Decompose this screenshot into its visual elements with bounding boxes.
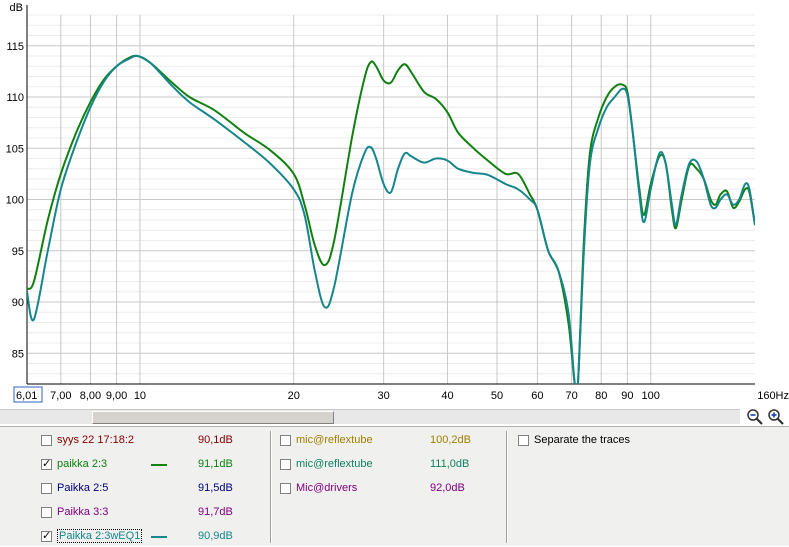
legend-item[interactable]: mic@reflextube 100,2dB	[280, 431, 500, 451]
legend-checkbox[interactable]	[41, 529, 52, 542]
y-tick-label: 115	[6, 41, 24, 53]
legend-item[interactable]: Paikka 3:3 91,7dB	[41, 503, 271, 523]
legend-checkbox[interactable]	[41, 457, 52, 470]
legend-item[interactable]: Mic@drivers 92,0dB	[280, 479, 500, 499]
x-tick-label: 80	[595, 390, 607, 402]
legend-item-value: 100,2dB	[430, 434, 471, 446]
legend-item[interactable]: syys 22 17:18:2 90,1dB	[41, 431, 271, 451]
legend-panel: syys 22 17:18:2 90,1dB paikka 2:3 91,1dB…	[0, 426, 789, 546]
y-tick-label: 100	[6, 195, 24, 207]
legend-item-name: mic@reflextube	[296, 434, 373, 446]
frequency-response-plot[interactable]: 115 110 105 100 95 90 85 dB 6,01 7,00 8,00 9,00 10 20…	[0, 0, 789, 408]
legend-item-value: 91,5dB	[198, 482, 233, 494]
legend-item-name: Paikka 2:5	[57, 482, 109, 494]
separate-traces-option[interactable]: Separate the traces	[518, 431, 718, 451]
x-tick-label: 50	[491, 390, 503, 402]
x-tick-label: 40	[441, 390, 453, 402]
legend-item-name: Paikka 3:3	[57, 506, 109, 518]
legend-checkbox[interactable]	[41, 435, 52, 446]
x-tick-label: 160Hz	[757, 390, 789, 402]
y-tick-label: 85	[12, 348, 24, 360]
series-line	[27, 54, 755, 384]
legend-item-value: 90,9dB	[198, 530, 233, 542]
x-tick-label: 6,01	[16, 390, 37, 402]
legend-line-swatch	[151, 512, 167, 514]
x-tick-label: 100	[642, 390, 660, 402]
y-axis-label: dB	[10, 2, 23, 14]
legend-item-value: 91,1dB	[198, 458, 233, 470]
y-tick-label: 105	[6, 143, 24, 155]
legend-item-value: 111,0dB	[430, 458, 470, 470]
legend-checkbox[interactable]	[41, 507, 52, 518]
legend-item-value: 90,1dB	[198, 434, 233, 446]
legend-line-swatch	[151, 440, 167, 442]
legend-item[interactable]: Paikka 2:3wEQ1 90,9dB	[41, 527, 271, 547]
x-tick-label: 9,00	[106, 390, 127, 402]
horizontal-scrollbar[interactable]	[0, 409, 740, 424]
y-tick-label: 90	[12, 297, 24, 309]
legend-divider	[270, 431, 272, 543]
x-tick-label: 8,00	[80, 390, 101, 402]
y-tick-label: 110	[6, 92, 24, 104]
legend-line-swatch	[151, 464, 167, 466]
legend-checkbox[interactable]	[280, 459, 291, 470]
zoom-out-icon[interactable]	[746, 408, 764, 425]
x-tick-label: 70	[565, 390, 577, 402]
x-tick-label: 7,00	[50, 390, 71, 402]
y-tick-label: 95	[12, 246, 24, 258]
chart-canvas[interactable]: 115 110 105 100 95 90 85 dB 6,01 7,00 8,00 9,00 10 20…	[0, 0, 789, 408]
legend-item[interactable]: mic@reflextube 111,0dB	[280, 455, 500, 475]
x-tick-label: 60	[531, 390, 543, 402]
legend-item-name: syys 22 17:18:2	[57, 434, 135, 446]
separate-traces-label: Separate the traces	[534, 434, 631, 446]
legend-item[interactable]: paikka 2:3 91,1dB	[41, 455, 271, 475]
legend-divider	[506, 431, 508, 543]
legend-line-swatch	[151, 536, 167, 538]
legend-item-name: mic@reflextube	[296, 458, 373, 470]
legend-checkbox[interactable]	[280, 483, 291, 494]
scroll-row	[0, 408, 789, 426]
legend-item-value: 92,0dB	[430, 482, 465, 494]
legend-checkbox[interactable]	[280, 435, 291, 446]
separate-traces-checkbox[interactable]	[518, 435, 529, 446]
x-tick-label: 30	[378, 390, 390, 402]
legend-checkbox[interactable]	[41, 483, 52, 494]
x-tick-label: 10	[134, 390, 146, 402]
legend-item-name: paikka 2:3	[57, 458, 108, 470]
x-start-box	[13, 386, 43, 403]
legend-item[interactable]: Paikka 2:5 91,5dB	[41, 479, 271, 499]
legend-item-name: Mic@drivers	[296, 482, 358, 494]
x-tick-label: 20	[288, 390, 300, 402]
legend-item-value: 91,7dB	[198, 506, 233, 518]
x-tick-label: 90	[621, 390, 633, 402]
legend-line-swatch	[151, 488, 167, 490]
scrollbar-thumb[interactable]	[92, 411, 334, 424]
zoom-in-icon[interactable]	[767, 408, 785, 425]
legend-item-name: Paikka 2:3wEQ1	[57, 529, 143, 543]
